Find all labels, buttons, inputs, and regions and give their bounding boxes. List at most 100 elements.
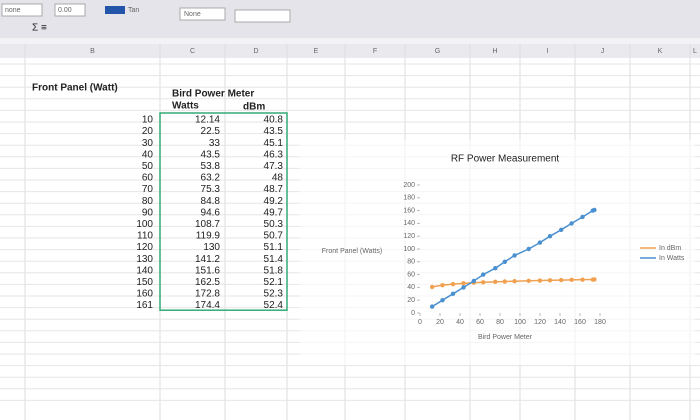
data-point — [569, 277, 574, 283]
data-point — [481, 280, 486, 285]
data-point — [429, 304, 435, 309]
x-tick-label: 120 — [534, 319, 546, 326]
data-point — [450, 281, 456, 287]
data-point — [502, 259, 507, 264]
data-point — [471, 278, 476, 284]
table-cell: 130 — [136, 254, 153, 265]
chart-title: RF Power Measurement — [451, 154, 560, 165]
x-tick-label: 80 — [496, 319, 504, 326]
table-cell: 63.2 — [201, 173, 221, 184]
format-box[interactable] — [54, 3, 86, 17]
table-cell: 43.5 — [201, 149, 221, 160]
table-cell: 52.4 — [264, 300, 284, 311]
column-header: I — [547, 48, 549, 55]
column-header: L — [693, 48, 697, 55]
column-header: D — [253, 48, 258, 55]
table-cell: 52.1 — [264, 277, 284, 288]
font-box[interactable] — [1, 3, 43, 17]
toolbar — [0, 0, 700, 38]
column-header: C — [190, 48, 195, 55]
table-cell: 84.8 — [201, 196, 221, 207]
data-point — [493, 279, 498, 285]
table-cell: 48.7 — [264, 184, 284, 195]
data-point — [481, 272, 486, 277]
x-tick-label: 160 — [574, 319, 586, 326]
data-point — [580, 277, 585, 282]
table-cell: 94.6 — [201, 207, 221, 218]
table-cell: 49.7 — [264, 207, 284, 218]
header-cell: Front Panel (Watt) — [32, 83, 118, 94]
table-cell: 50.7 — [264, 231, 284, 242]
border-box[interactable] — [179, 7, 226, 21]
data-point — [559, 227, 564, 232]
table-cell: 60 — [142, 173, 154, 184]
table-cell: 50.3 — [264, 219, 284, 230]
table-cell: 51.4 — [264, 254, 284, 265]
column-header: B — [90, 48, 95, 55]
data-point — [547, 278, 553, 283]
table-cell: 20 — [142, 126, 154, 137]
legend-label: In Watts — [659, 255, 685, 262]
style-box[interactable] — [234, 9, 291, 23]
data-point — [440, 298, 445, 303]
data-point — [537, 240, 543, 245]
font-select[interactable]: none — [5, 7, 21, 14]
table-cell: 12.14 — [195, 115, 220, 126]
data-point — [526, 278, 531, 284]
column-header: G — [435, 48, 440, 55]
table-cell: 40.8 — [264, 115, 284, 126]
legend-label: In dBm — [659, 245, 681, 252]
table-cell: 130 — [203, 242, 220, 253]
x-tick-label: 20 — [436, 319, 444, 326]
table-cell: 108.7 — [195, 219, 220, 230]
data-point — [440, 282, 445, 288]
x-tick-label: 140 — [554, 319, 566, 326]
table-cell: 46.3 — [264, 149, 284, 160]
table-cell: 40 — [142, 149, 154, 160]
header-cell: Watts — [172, 101, 199, 112]
chart-area — [300, 140, 695, 365]
table-cell: 45.1 — [264, 138, 284, 149]
table-cell: 33 — [209, 138, 221, 149]
y-tick-label: 160 — [403, 207, 415, 214]
table-cell: 162.5 — [195, 277, 220, 288]
column-header: E — [314, 48, 319, 55]
x-axis-label: Bird Power Meter — [478, 334, 533, 341]
sum-icon[interactable]: Σ ≡ — [32, 23, 47, 34]
data-point — [547, 234, 553, 239]
number-format[interactable]: 0.00 — [58, 7, 72, 14]
data-point — [461, 285, 466, 290]
table-cell: 160 — [136, 289, 153, 300]
border-select[interactable]: None — [184, 11, 201, 18]
data-point — [580, 214, 585, 220]
color-swatch[interactable] — [105, 6, 125, 14]
data-point — [512, 253, 517, 258]
table-cell: 47.3 — [264, 161, 284, 172]
table-cell: 151.6 — [195, 265, 220, 276]
y-tick-label: 100 — [403, 246, 415, 253]
table-cell: 52.3 — [264, 289, 284, 300]
header-cell: Bird Power Meter — [172, 89, 254, 100]
data-point — [569, 221, 574, 226]
data-point — [592, 207, 597, 213]
fill-select[interactable]: Tan — [128, 7, 139, 14]
table-cell: 49.2 — [264, 196, 284, 207]
data-point — [461, 281, 466, 286]
data-point — [592, 277, 597, 282]
y-tick-label: 120 — [403, 233, 415, 240]
data-point — [559, 277, 564, 283]
table-cell: 51.1 — [264, 242, 284, 253]
column-header-bar — [0, 44, 700, 58]
x-tick-label: 40 — [456, 319, 464, 326]
y-tick-label: 20 — [407, 297, 415, 304]
column-header: J — [601, 48, 605, 55]
column-header: H — [492, 48, 497, 55]
y-tick-label: 80 — [407, 259, 415, 266]
table-cell: 10 — [142, 115, 154, 126]
table-cell: 53.8 — [201, 161, 221, 172]
data-point — [512, 278, 517, 284]
table-cell: 120 — [136, 242, 153, 253]
y-axis-label: Front Panel (Watts) — [322, 248, 382, 255]
table-cell: 80 — [142, 196, 154, 207]
x-tick-label: 180 — [594, 319, 606, 326]
